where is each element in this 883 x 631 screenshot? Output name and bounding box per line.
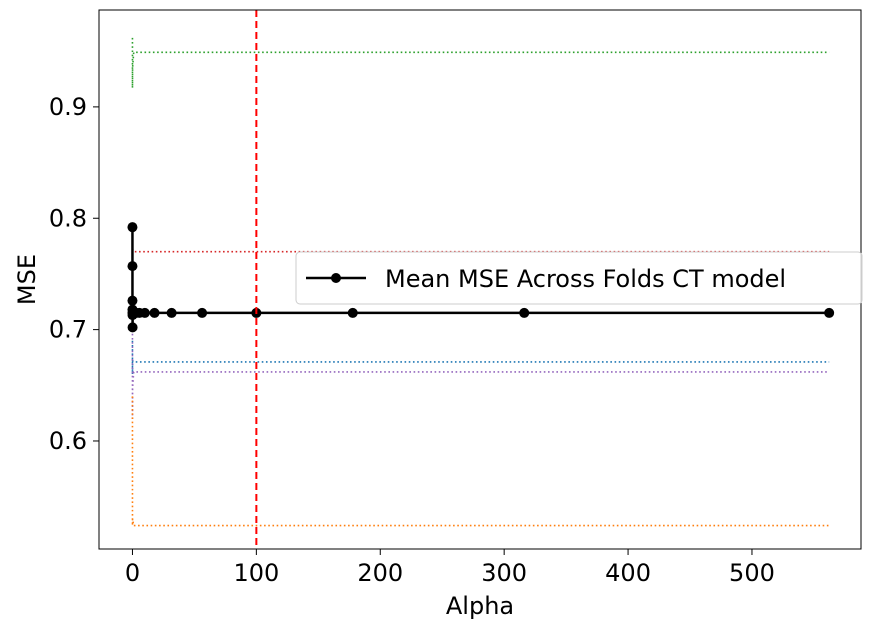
series-line-fold-4 (131, 329, 830, 419)
x-tick-label: 100 (233, 559, 279, 587)
x-tick-label: 0 (125, 559, 140, 587)
series-point (127, 222, 138, 233)
y-tick-label: 0.7 (49, 316, 87, 344)
x-tick-label: 200 (357, 559, 403, 587)
series-point (347, 307, 358, 318)
series-point (519, 307, 530, 318)
series-line-fold-5 (131, 396, 830, 527)
x-axis-label: Alpha (446, 592, 514, 620)
series-point (149, 307, 160, 318)
y-axis-label: MSE (13, 254, 41, 305)
y-tick-label: 0.8 (49, 204, 87, 232)
series-point (139, 307, 150, 318)
x-tick-label: 500 (729, 559, 775, 587)
y-tick-label: 0.6 (49, 427, 87, 455)
series-point (824, 307, 835, 318)
series-point (166, 307, 177, 318)
x-tick-label: 300 (481, 559, 527, 587)
x-axis-ticks: 0 100 200 300 400 500 (125, 549, 775, 587)
series-layer (127, 37, 835, 527)
y-tick-label: 0.9 (49, 93, 87, 121)
legend-entry-label: Mean MSE Across Folds CT model (385, 265, 786, 293)
legend-box (295, 251, 863, 305)
plot-area (98, 9, 862, 550)
series-point (127, 261, 138, 272)
legend: Mean MSE Across Folds CT model (295, 251, 863, 305)
y-axis-ticks: 0.6 0.7 0.8 0.9 (49, 93, 99, 455)
series-point (127, 322, 138, 333)
x-tick-label: 400 (605, 559, 651, 587)
series-point (127, 295, 138, 306)
legend-point-marker (331, 273, 341, 283)
series-line-fold-3 (131, 340, 830, 375)
series-point (197, 307, 208, 318)
series-line-fold-1 (131, 37, 830, 88)
